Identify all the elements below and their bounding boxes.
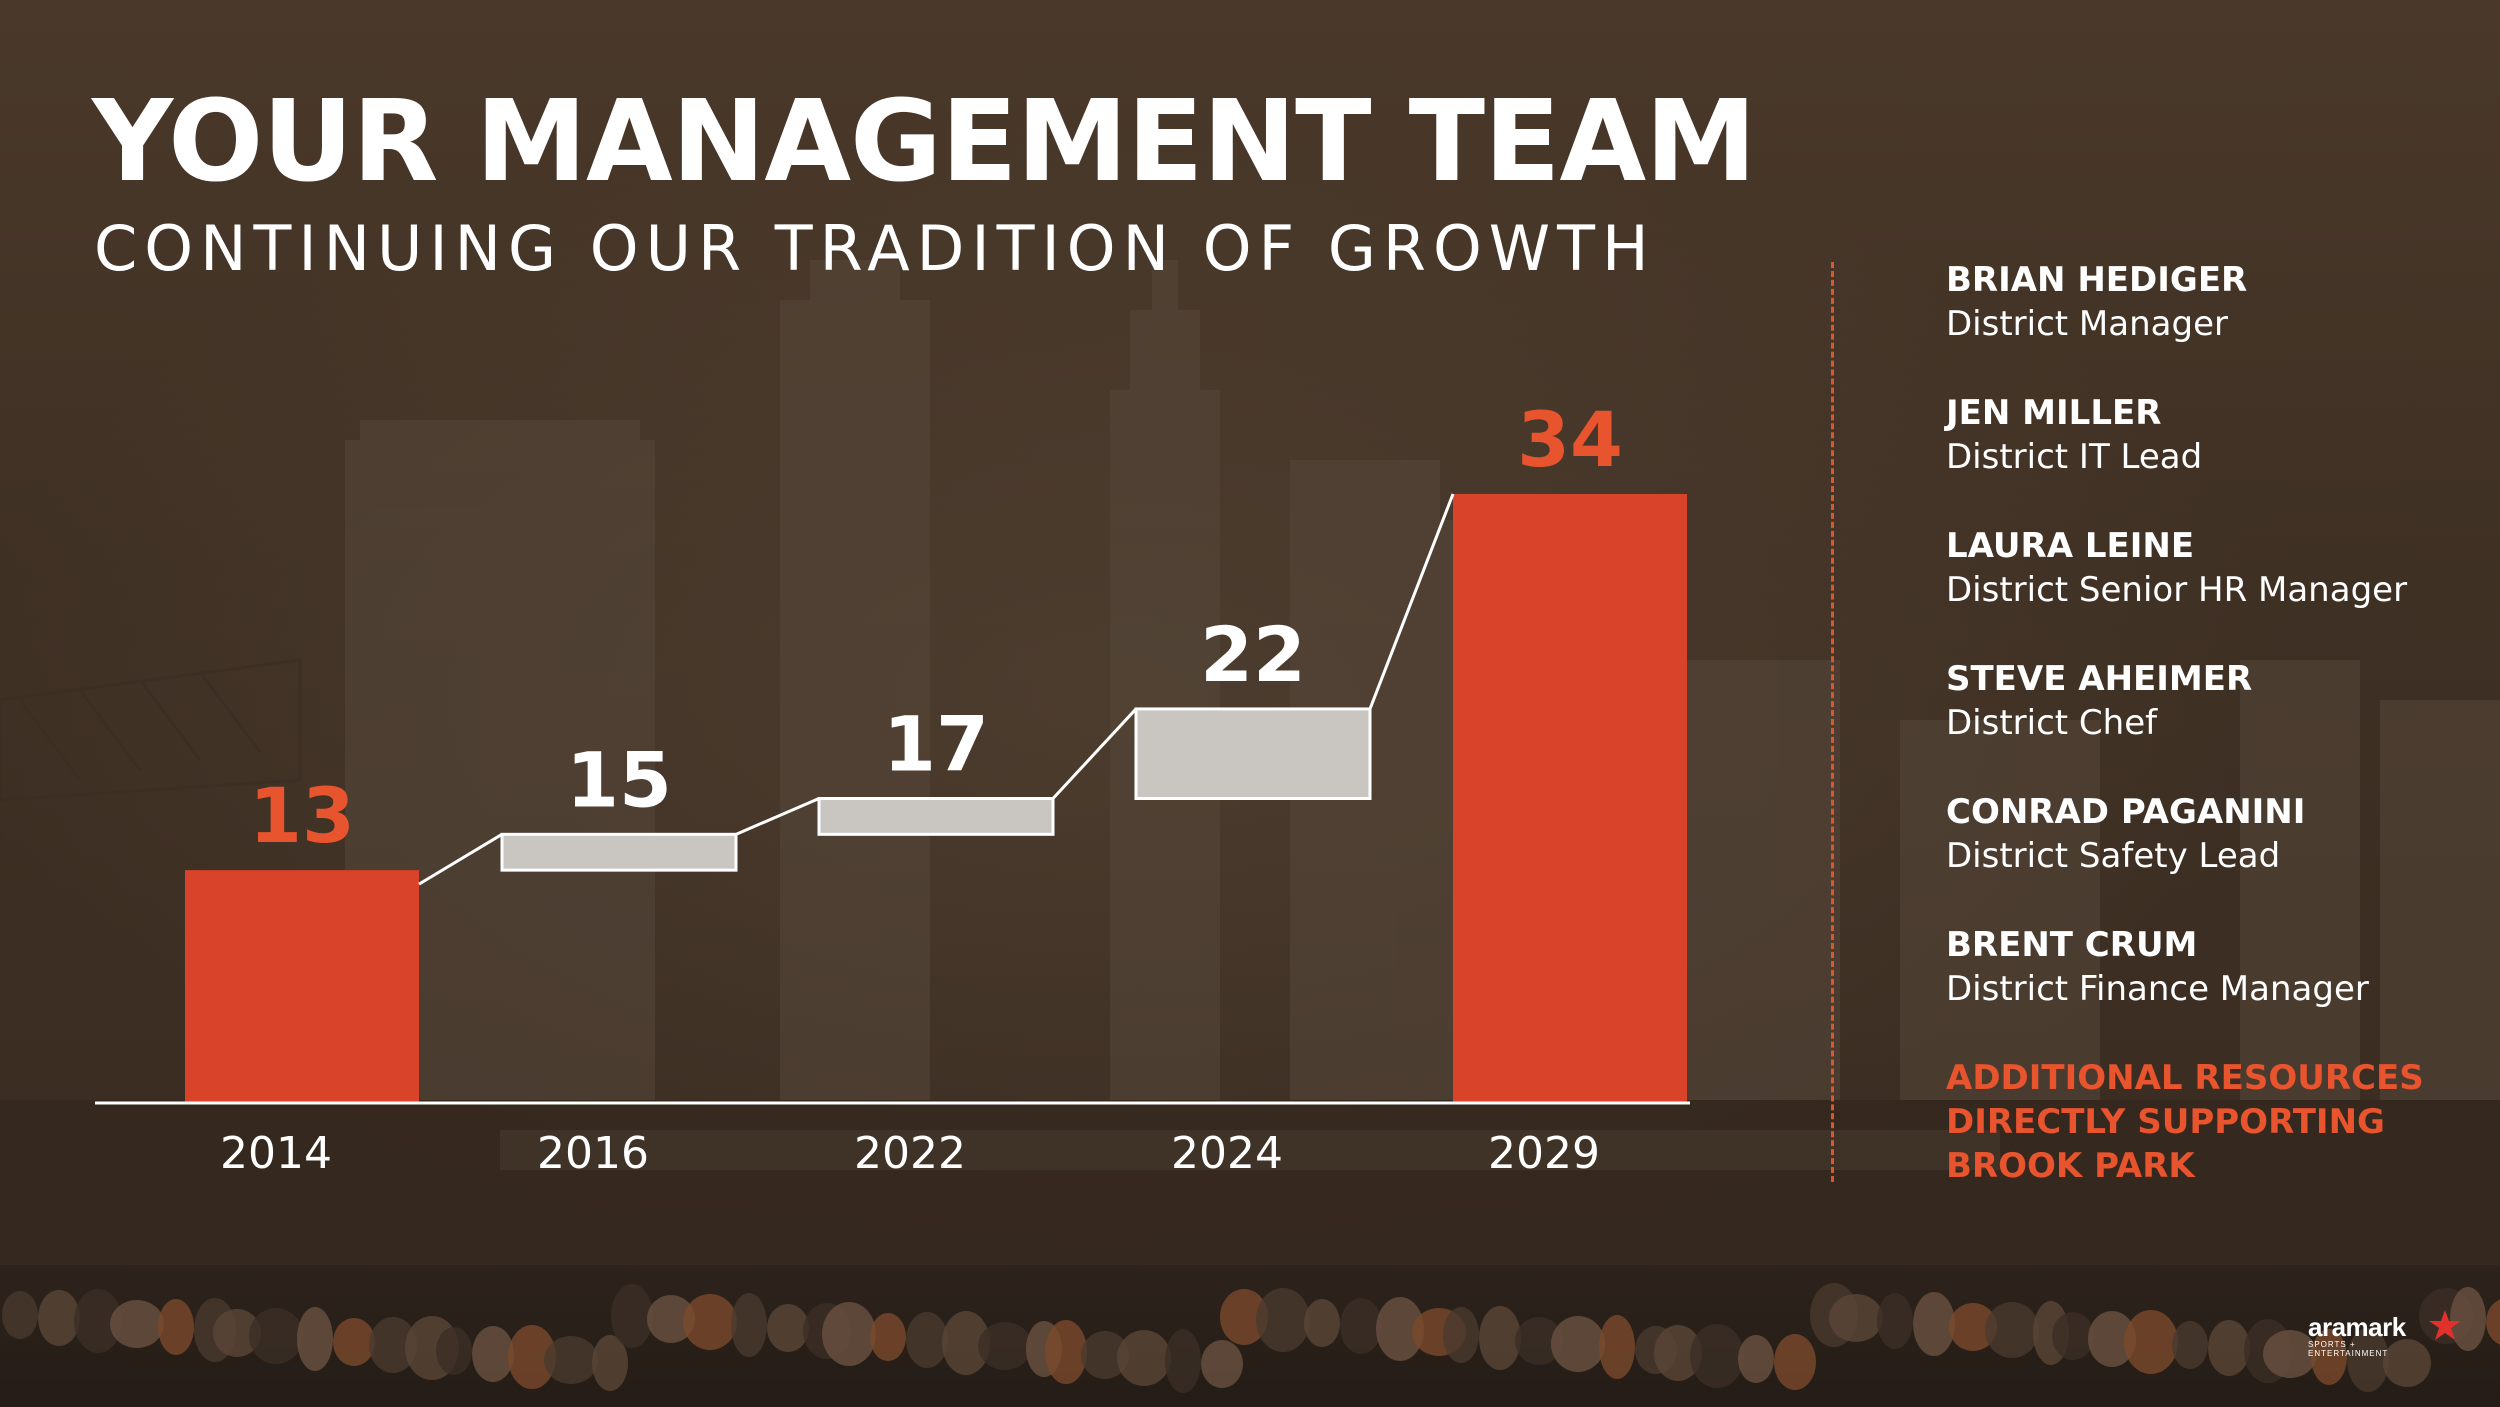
member-role: District IT Lead: [1946, 437, 2203, 477]
connector-line: [418, 833, 503, 886]
logo-subline-1: SPORTS +: [2308, 1340, 2356, 1349]
category-label: 2014: [220, 1128, 332, 1179]
additional-resources-line: DIRECTLY SUPPORTING: [1946, 1102, 2385, 1142]
logo-wordmark: aramark: [2308, 1312, 2406, 1342]
team-member: BRIAN HEDIGER District Manager: [1946, 258, 2466, 346]
bar-2024: [1134, 707, 1372, 800]
dashed-divider: [1831, 262, 1834, 1182]
bar-2029: [1453, 494, 1687, 1103]
member-name: CONRAD PAGANINI: [1946, 792, 2306, 832]
member-role: District Senior HR Manager: [1946, 570, 2408, 610]
member-role: District Safety Lead: [1946, 836, 2281, 876]
bar-2016: [500, 832, 738, 872]
connector-line: [735, 797, 820, 836]
additional-resources-line: BROOK PARK: [1946, 1146, 2195, 1186]
member-role: District Finance Manager: [1946, 969, 2369, 1009]
logo-subline-2: ENTERTAINMENT: [2308, 1349, 2389, 1358]
member-name: STEVE AHEIMER: [1946, 659, 2253, 699]
member-role: District Chef: [1946, 703, 2158, 743]
bar-2014: [185, 870, 419, 1103]
connector-line: [1368, 493, 1455, 710]
member-role: District Manager: [1946, 304, 2228, 344]
category-label: 2022: [854, 1128, 966, 1179]
category-label: 2016: [537, 1128, 649, 1179]
growth-chart: 13 2014 15 2016 17 2022 22 2024 34 2029: [95, 395, 1690, 1179]
data-label: 34: [1517, 395, 1623, 484]
data-label: 17: [883, 700, 989, 789]
category-label: 2029: [1488, 1128, 1600, 1179]
data-label: 22: [1200, 610, 1306, 699]
additional-resources-line: ADDITIONAL RESOURCES: [1946, 1058, 2424, 1098]
additional-resources-note: ADDITIONAL RESOURCES DIRECTLY SUPPORTING B…: [1946, 1056, 2466, 1188]
crowd-photo-strip: [0, 1265, 2500, 1407]
member-name: BRIAN HEDIGER: [1946, 260, 2248, 300]
star-icon: [2429, 1310, 2461, 1340]
data-label: 15: [566, 735, 672, 824]
team-list: BRIAN HEDIGER District Manager JEN MILLER D…: [1946, 258, 2466, 1188]
page-subtitle: CONTINUING OUR TRADITION OF GROWTH: [94, 212, 1656, 285]
bar-2022: [817, 797, 1055, 836]
member-name: BRENT CRUM: [1946, 925, 2198, 965]
page-title: YOUR MANAGEMENT TEAM: [92, 77, 1757, 207]
aramark-logo: aramark SPORTS + ENTERTAINMENT: [2308, 1310, 2461, 1372]
data-label: 13: [249, 771, 355, 860]
team-member: JEN MILLER District IT Lead: [1946, 391, 2466, 479]
team-member: BRENT CRUM District Finance Manager: [1946, 923, 2466, 1011]
member-name: LAURA LEINE: [1946, 526, 2195, 566]
connector-line: [1051, 707, 1138, 800]
member-name: JEN MILLER: [1946, 393, 2162, 433]
team-member: CONRAD PAGANINI District Safety Lead: [1946, 790, 2466, 878]
team-member: LAURA LEINE District Senior HR Manager: [1946, 524, 2466, 612]
team-member: STEVE AHEIMER District Chef: [1946, 657, 2466, 745]
category-label: 2024: [1171, 1128, 1283, 1179]
